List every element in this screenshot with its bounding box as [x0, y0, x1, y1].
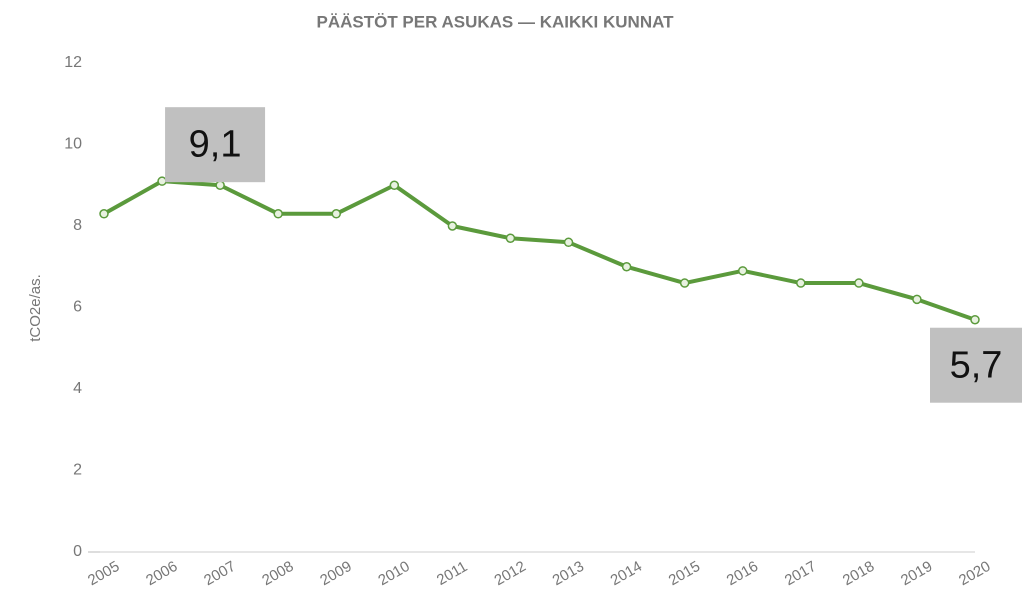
x-tick-label: 2013 [550, 558, 587, 589]
y-tick-label: 0 [73, 543, 82, 560]
x-tick-label: 2005 [85, 558, 122, 589]
point [563, 237, 574, 248]
point [854, 278, 864, 288]
point [273, 209, 283, 219]
x-tick-label: 2009 [317, 558, 354, 589]
x-tick-label: 2007 [201, 558, 238, 589]
value-label: 5,7 [950, 344, 1003, 386]
y-tick-label: 10 [64, 136, 82, 153]
point [912, 294, 922, 305]
point [447, 221, 458, 231]
point [737, 266, 748, 276]
x-tick-label: 2010 [375, 558, 412, 589]
chart-title: PÄÄSTÖT PER ASUKAS — KAIKKI KUNNAT [316, 12, 674, 31]
point [389, 180, 400, 190]
x-tick-label: 2016 [724, 558, 761, 589]
point [99, 209, 109, 219]
x-tick-label: 2015 [666, 558, 703, 589]
y-axis-label: tCO2e/as. [27, 274, 44, 342]
y-tick-label: 6 [73, 299, 82, 316]
y-tick-label: 4 [73, 380, 82, 397]
point [970, 314, 980, 325]
x-tick-label: 2012 [491, 558, 528, 589]
x-tick-label: 2008 [259, 558, 296, 589]
point [157, 176, 167, 186]
point [621, 262, 632, 272]
x-tick-label: 2019 [898, 558, 935, 589]
x-tick-label: 2011 [434, 558, 470, 589]
x-tick-label: 2006 [143, 558, 180, 589]
x-tick-label: 2014 [608, 558, 645, 589]
y-tick-label: 2 [73, 462, 82, 479]
x-tick-label: 2020 [956, 558, 993, 589]
point [215, 180, 225, 190]
value-label: 9,1 [189, 124, 242, 166]
point [796, 278, 806, 288]
y-tick-label: 12 [64, 54, 82, 71]
annotation-box [165, 107, 266, 183]
point [331, 209, 342, 219]
x-tick-label: 2017 [782, 558, 819, 589]
point [505, 233, 516, 243]
x-tick-label: 2018 [840, 558, 877, 589]
line [103, 179, 976, 322]
annotation-box [930, 327, 1022, 403]
point [679, 278, 690, 288]
y-tick-label: 8 [73, 217, 82, 234]
